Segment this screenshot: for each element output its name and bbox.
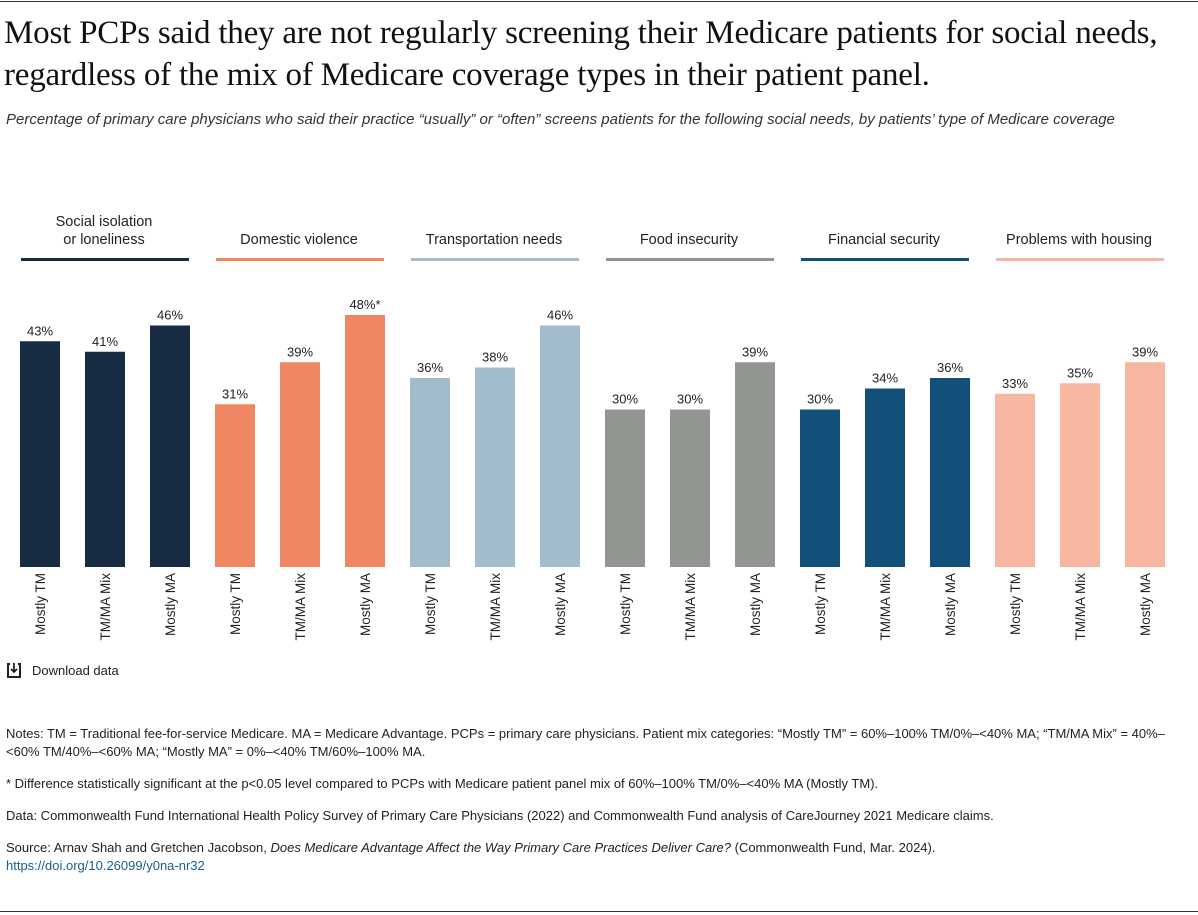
data-label: 33% [1002,376,1028,391]
bar [995,393,1035,567]
group-underline [21,258,189,261]
x-tick-label: Mostly MA [1138,573,1153,636]
source-prefix: Source: Arnav Shah and Gretchen Jacobson… [6,840,271,855]
data-label: 38% [482,350,508,365]
data-label: 35% [1067,365,1093,380]
note-definitions: Notes: TM = Traditional fee-for-service … [6,726,1165,759]
bar [345,315,385,567]
data-label: 46% [547,308,573,323]
group-label: Social isolation [56,214,153,230]
bar [280,362,320,567]
data-label: 46% [157,308,183,323]
bar [1060,383,1100,567]
data-label: 43% [27,323,53,338]
group-label: Financial security [828,232,941,248]
data-label: 39% [287,344,313,359]
group-underline [996,258,1164,261]
x-tick-label: Mostly TM [228,573,243,635]
bar [735,362,775,567]
bar [865,388,905,567]
source-title: Does Medicare Advantage Affect the Way P… [270,840,731,855]
x-tick-label: Mostly TM [618,573,633,635]
bar [475,367,515,567]
bar [540,325,580,567]
data-label: 31% [222,386,248,401]
x-tick-label: Mostly TM [1008,573,1023,635]
x-tick-label: Mostly MA [943,573,958,636]
bottom-rule [0,911,1198,912]
data-label: 39% [1132,344,1158,359]
bar [150,325,190,567]
x-tick-label: Mostly MA [748,573,763,636]
data-label: 30% [677,392,703,407]
header: Most PCPs said they are not regularly sc… [4,12,1194,130]
bar [85,351,125,567]
x-tick-label: TM/MA Mix [1073,573,1088,641]
source-suffix: (Commonwealth Fund, Mar. 2024). [731,840,936,855]
x-tick-label: Mostly TM [423,573,438,635]
x-tick-label: TM/MA Mix [683,573,698,641]
x-tick-label: TM/MA Mix [878,573,893,641]
x-tick-label: Mostly MA [358,573,373,636]
group-underline [216,258,384,261]
x-tick-label: Mostly TM [33,573,48,635]
bar [800,409,840,567]
data-label: 30% [612,392,638,407]
data-label: 30% [807,392,833,407]
bar [605,409,645,567]
bar-chart: Social isolation or loneliness 43% Mostly T… [20,214,1165,641]
group-label: or loneliness [63,232,144,248]
data-label: 36% [417,360,443,375]
data-label: 34% [872,371,898,386]
data-label: 48%* [349,297,380,312]
note-source: Source: Arnav Shah and Gretchen Jacobson… [6,839,1186,875]
download-icon [7,663,21,678]
group-label: Problems with housing [1006,232,1152,248]
bar [410,378,450,567]
chart-title: Most PCPs said they are not regularly sc… [4,15,1158,93]
x-tick-label: TM/MA Mix [488,573,503,641]
group-underline [411,258,579,261]
chart-subtitle: Percentage of primary care physicians wh… [6,111,1115,128]
bar [215,404,255,567]
x-tick-label: Mostly MA [553,573,568,636]
bar [20,341,60,567]
data-label: 41% [92,334,118,349]
download-data-label: Download data [32,662,119,678]
x-tick-label: TM/MA Mix [98,573,113,641]
group-label: Domestic violence [240,232,358,248]
group-underline [801,258,969,261]
group-underline [606,258,774,261]
bar [930,378,970,567]
doi-link[interactable]: https://doi.org/10.26099/y0na-nr32 [6,858,205,873]
download-data-button[interactable]: Download data [6,661,119,679]
group-label: Food insecurity [640,232,739,248]
note-significance: * Difference statistically significant a… [6,776,879,791]
x-tick-label: Mostly TM [813,573,828,635]
notes-section: Notes: TM = Traditional fee-for-service … [6,725,1186,889]
data-label: 36% [937,360,963,375]
note-data: Data: Commonwealth Fund International He… [6,808,994,823]
x-tick-label: TM/MA Mix [293,573,308,641]
x-tick-label: Mostly MA [163,573,178,636]
group-label: Transportation needs [426,232,563,248]
bar [1125,362,1165,567]
top-rule [0,1,1198,2]
data-label: 39% [742,344,768,359]
bar [670,409,710,567]
